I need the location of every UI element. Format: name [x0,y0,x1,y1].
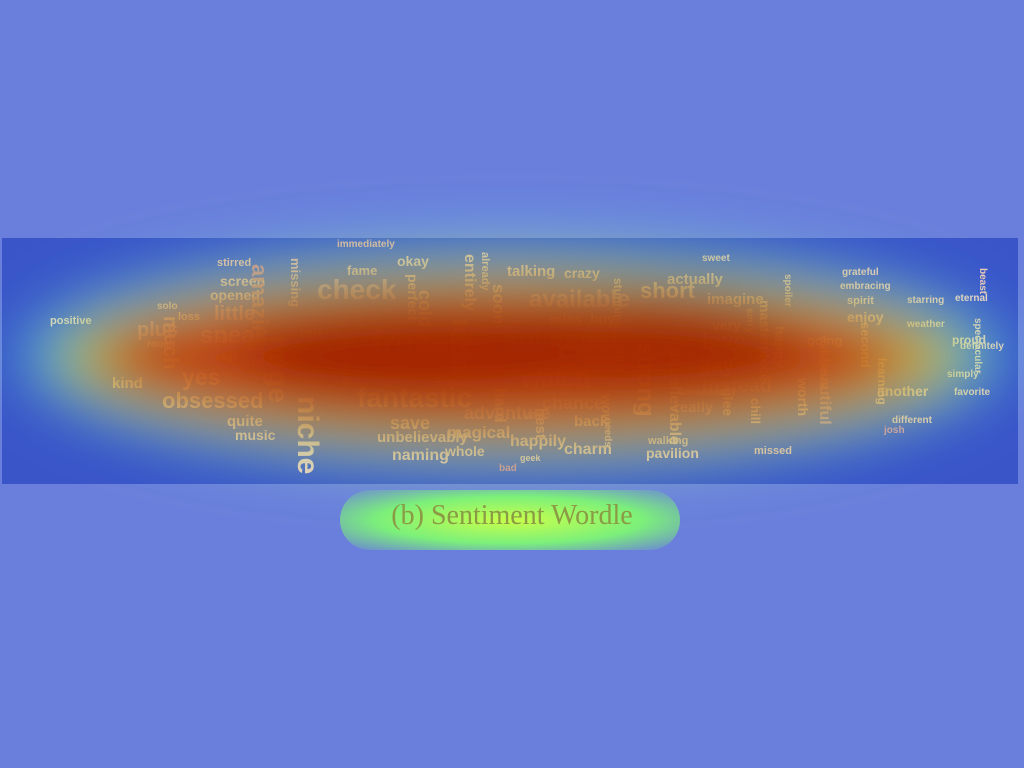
cloud-word: sneak [200,322,269,349]
cloud-word: sorry [744,308,755,334]
cloud-word: little [214,303,256,325]
cloud-word: already [479,252,491,291]
cloud-word: animated [504,324,619,354]
cloud-word: hot [215,334,233,346]
cloud-word: chill [748,398,763,425]
cloud-word: grand [652,349,680,360]
cloud-word: positive [50,315,92,327]
cloud-word: yes [182,364,221,390]
cloud-word: chance [542,393,605,413]
cloud-word: happily [510,433,567,450]
cloud-word: check [317,274,397,305]
cloud-word: beast [977,268,988,295]
cloud-word: talking [507,263,556,280]
cloud-word: needs [602,418,613,447]
cloud-word: fabulous [252,357,298,369]
cloud-word: grateful [842,267,879,278]
cloud-word: delicious [817,336,831,389]
cloud-word: true [452,363,475,377]
caption-highlight [340,490,680,550]
cloud-word: happy [772,326,788,368]
cloud-word: favorite [954,387,991,398]
cloud-word: kind [112,375,143,392]
cloud-word: gay [699,355,734,377]
wordcloud-panel: immediately stirred fame okay talking crazy ac… [2,238,1018,484]
cloud-word: eternal [955,293,988,304]
cloud-word: love [702,328,747,353]
cloud-word: naming [392,447,449,464]
cloud-word: masterpiece [757,300,773,382]
cloud-word: imagine [707,291,764,308]
cloud-word: pavilion [646,445,699,461]
cloud-word: loss [178,311,201,323]
cloud-word: solo [157,301,178,312]
cloud-word: fantastic [357,382,473,413]
figure-caption: (b) Sentiment Wordle [391,500,633,531]
cloud-word: geek [520,453,541,463]
cloud-word: red [300,325,322,341]
cloud-word: rage [216,351,240,363]
cloud-word: entirely [461,254,478,311]
cloud-word: embracing [840,281,891,292]
word-cloud: immediately stirred fame okay talking crazy ac… [2,238,1018,484]
cloud-word: sweet [702,253,730,264]
cloud-word: watch [522,366,591,393]
cloud-word: obsessed [162,388,264,413]
cloud-word: learning [875,358,889,405]
cloud-word: short [640,278,695,303]
cloud-word: crazy [564,265,600,281]
cloud-word: huge [263,336,294,403]
cloud-word: stunning [611,278,625,329]
cloud-word: whole [445,443,485,459]
cloud-word: consistently [678,387,737,398]
cloud-word: missing [288,258,303,308]
cloud-word: niche [291,396,324,475]
cloud-word: bothered [339,334,353,386]
cloud-word: music [235,427,276,443]
cloud-word: weather [907,319,945,330]
cloud-word: much [159,316,181,370]
cloud-word: josh [884,425,905,436]
cloud-word: definitely [960,341,1004,352]
cloud-word: soon [489,284,508,325]
cloud-word: immediately [337,239,395,250]
cloud-word: spirit [847,295,874,307]
cloud-word: okay [397,253,429,269]
cloud-word: second [858,322,873,368]
cloud-word: missed [754,445,792,457]
cloud-word: cold [415,290,435,328]
cloud-word: worth [795,378,811,417]
cloud-word: starring [907,295,945,306]
cloud-word: bad [499,463,517,474]
cloud-word: lair [611,350,628,375]
cloud-word: spoiler [782,274,793,307]
